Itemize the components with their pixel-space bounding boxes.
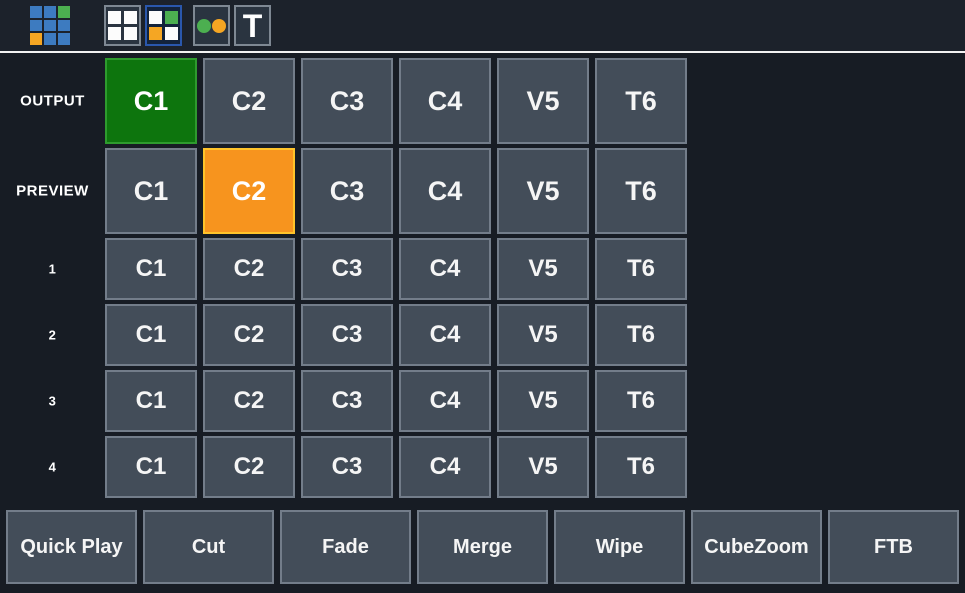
transition-button-wipe[interactable]: Wipe — [554, 510, 685, 584]
transition-button-merge[interactable]: Merge — [417, 510, 548, 584]
matrix-cell-3-c4[interactable]: C4 — [399, 370, 491, 432]
matrix-cell-output-c3[interactable]: C3 — [301, 58, 393, 144]
matrix-cell-3-v5[interactable]: V5 — [497, 370, 589, 432]
matrix-row-cells: C1C2C3C4V5T6 — [105, 304, 687, 366]
transition-button-cubezoom[interactable]: CubeZoom — [691, 510, 822, 584]
row-label-preview: PREVIEW — [0, 183, 105, 200]
transition-bar: Quick PlayCutFadeMergeWipeCubeZoomFTB — [0, 510, 965, 584]
matrix-cell-1-c1[interactable]: C1 — [105, 238, 197, 300]
matrix-row-cells: C1C2C3C4V5T6 — [105, 436, 687, 498]
row-label-1: 1 — [0, 262, 105, 277]
matrix-cell-preview-v5[interactable]: V5 — [497, 148, 589, 234]
matrix-row-3: 3C1C2C3C4V5T6 — [0, 370, 965, 432]
matrix-row-2: 2C1C2C3C4V5T6 — [0, 304, 965, 366]
matrix-row-cells: C1C2C3C4V5T6 — [105, 148, 687, 234]
matrix-cell-2-c1[interactable]: C1 — [105, 304, 197, 366]
matrix-cell-4-c3[interactable]: C3 — [301, 436, 393, 498]
row-label-2: 2 — [0, 328, 105, 343]
matrix-cell-preview-c4[interactable]: C4 — [399, 148, 491, 234]
matrix-cell-preview-c2[interactable]: C2 — [203, 148, 295, 234]
matrix-cell-1-c4[interactable]: C4 — [399, 238, 491, 300]
matrix-cell-1-v5[interactable]: V5 — [497, 238, 589, 300]
matrix-cell-output-c1[interactable]: C1 — [105, 58, 197, 144]
matrix-cell-2-c2[interactable]: C2 — [203, 304, 295, 366]
matrix-cell-4-t6[interactable]: T6 — [595, 436, 687, 498]
matrix-cell-2-c3[interactable]: C3 — [301, 304, 393, 366]
transition-button-ftb[interactable]: FTB — [828, 510, 959, 584]
matrix-cell-4-c1[interactable]: C1 — [105, 436, 197, 498]
matrix-cell-4-c2[interactable]: C2 — [203, 436, 295, 498]
matrix-cell-preview-t6[interactable]: T6 — [595, 148, 687, 234]
matrix-cell-output-t6[interactable]: T6 — [595, 58, 687, 144]
matrix-cell-2-v5[interactable]: V5 — [497, 304, 589, 366]
matrix-row-preview: PREVIEWC1C2C3C4V5T6 — [0, 148, 965, 234]
matrix-cell-1-c2[interactable]: C2 — [203, 238, 295, 300]
transition-button-cut[interactable]: Cut — [143, 510, 274, 584]
transition-button-quick-play[interactable]: Quick Play — [6, 510, 137, 584]
matrix-cell-2-c4[interactable]: C4 — [399, 304, 491, 366]
matrix-row-cells: C1C2C3C4V5T6 — [105, 58, 687, 144]
matrix-row-output: OUTPUTC1C2C3C4V5T6 — [0, 58, 965, 144]
matrix-cell-preview-c1[interactable]: C1 — [105, 148, 197, 234]
matrix-cell-1-t6[interactable]: T6 — [595, 238, 687, 300]
row-label-4: 4 — [0, 460, 105, 475]
matrix-cell-preview-c3[interactable]: C3 — [301, 148, 393, 234]
matrix-row-cells: C1C2C3C4V5T6 — [105, 238, 687, 300]
matrix-cell-output-v5[interactable]: V5 — [497, 58, 589, 144]
matrix-row-cells: C1C2C3C4V5T6 — [105, 370, 687, 432]
matrix-cell-4-v5[interactable]: V5 — [497, 436, 589, 498]
transition-button-fade[interactable]: Fade — [280, 510, 411, 584]
matrix-cell-3-t6[interactable]: T6 — [595, 370, 687, 432]
matrix-cell-3-c3[interactable]: C3 — [301, 370, 393, 432]
matrix-cell-output-c4[interactable]: C4 — [399, 58, 491, 144]
matrix-row-4: 4C1C2C3C4V5T6 — [0, 436, 965, 498]
matrix-cell-3-c1[interactable]: C1 — [105, 370, 197, 432]
row-label-output: OUTPUT — [0, 93, 105, 110]
matrix-cell-2-t6[interactable]: T6 — [595, 304, 687, 366]
matrix-cell-1-c3[interactable]: C3 — [301, 238, 393, 300]
matrix-cell-4-c4[interactable]: C4 — [399, 436, 491, 498]
matrix-row-1: 1C1C2C3C4V5T6 — [0, 238, 965, 300]
matrix-cell-output-c2[interactable]: C2 — [203, 58, 295, 144]
matrix: OUTPUTC1C2C3C4V5T6PREVIEWC1C2C3C4V5T61C1… — [0, 0, 965, 505]
matrix-cell-3-c2[interactable]: C2 — [203, 370, 295, 432]
row-label-3: 3 — [0, 394, 105, 409]
